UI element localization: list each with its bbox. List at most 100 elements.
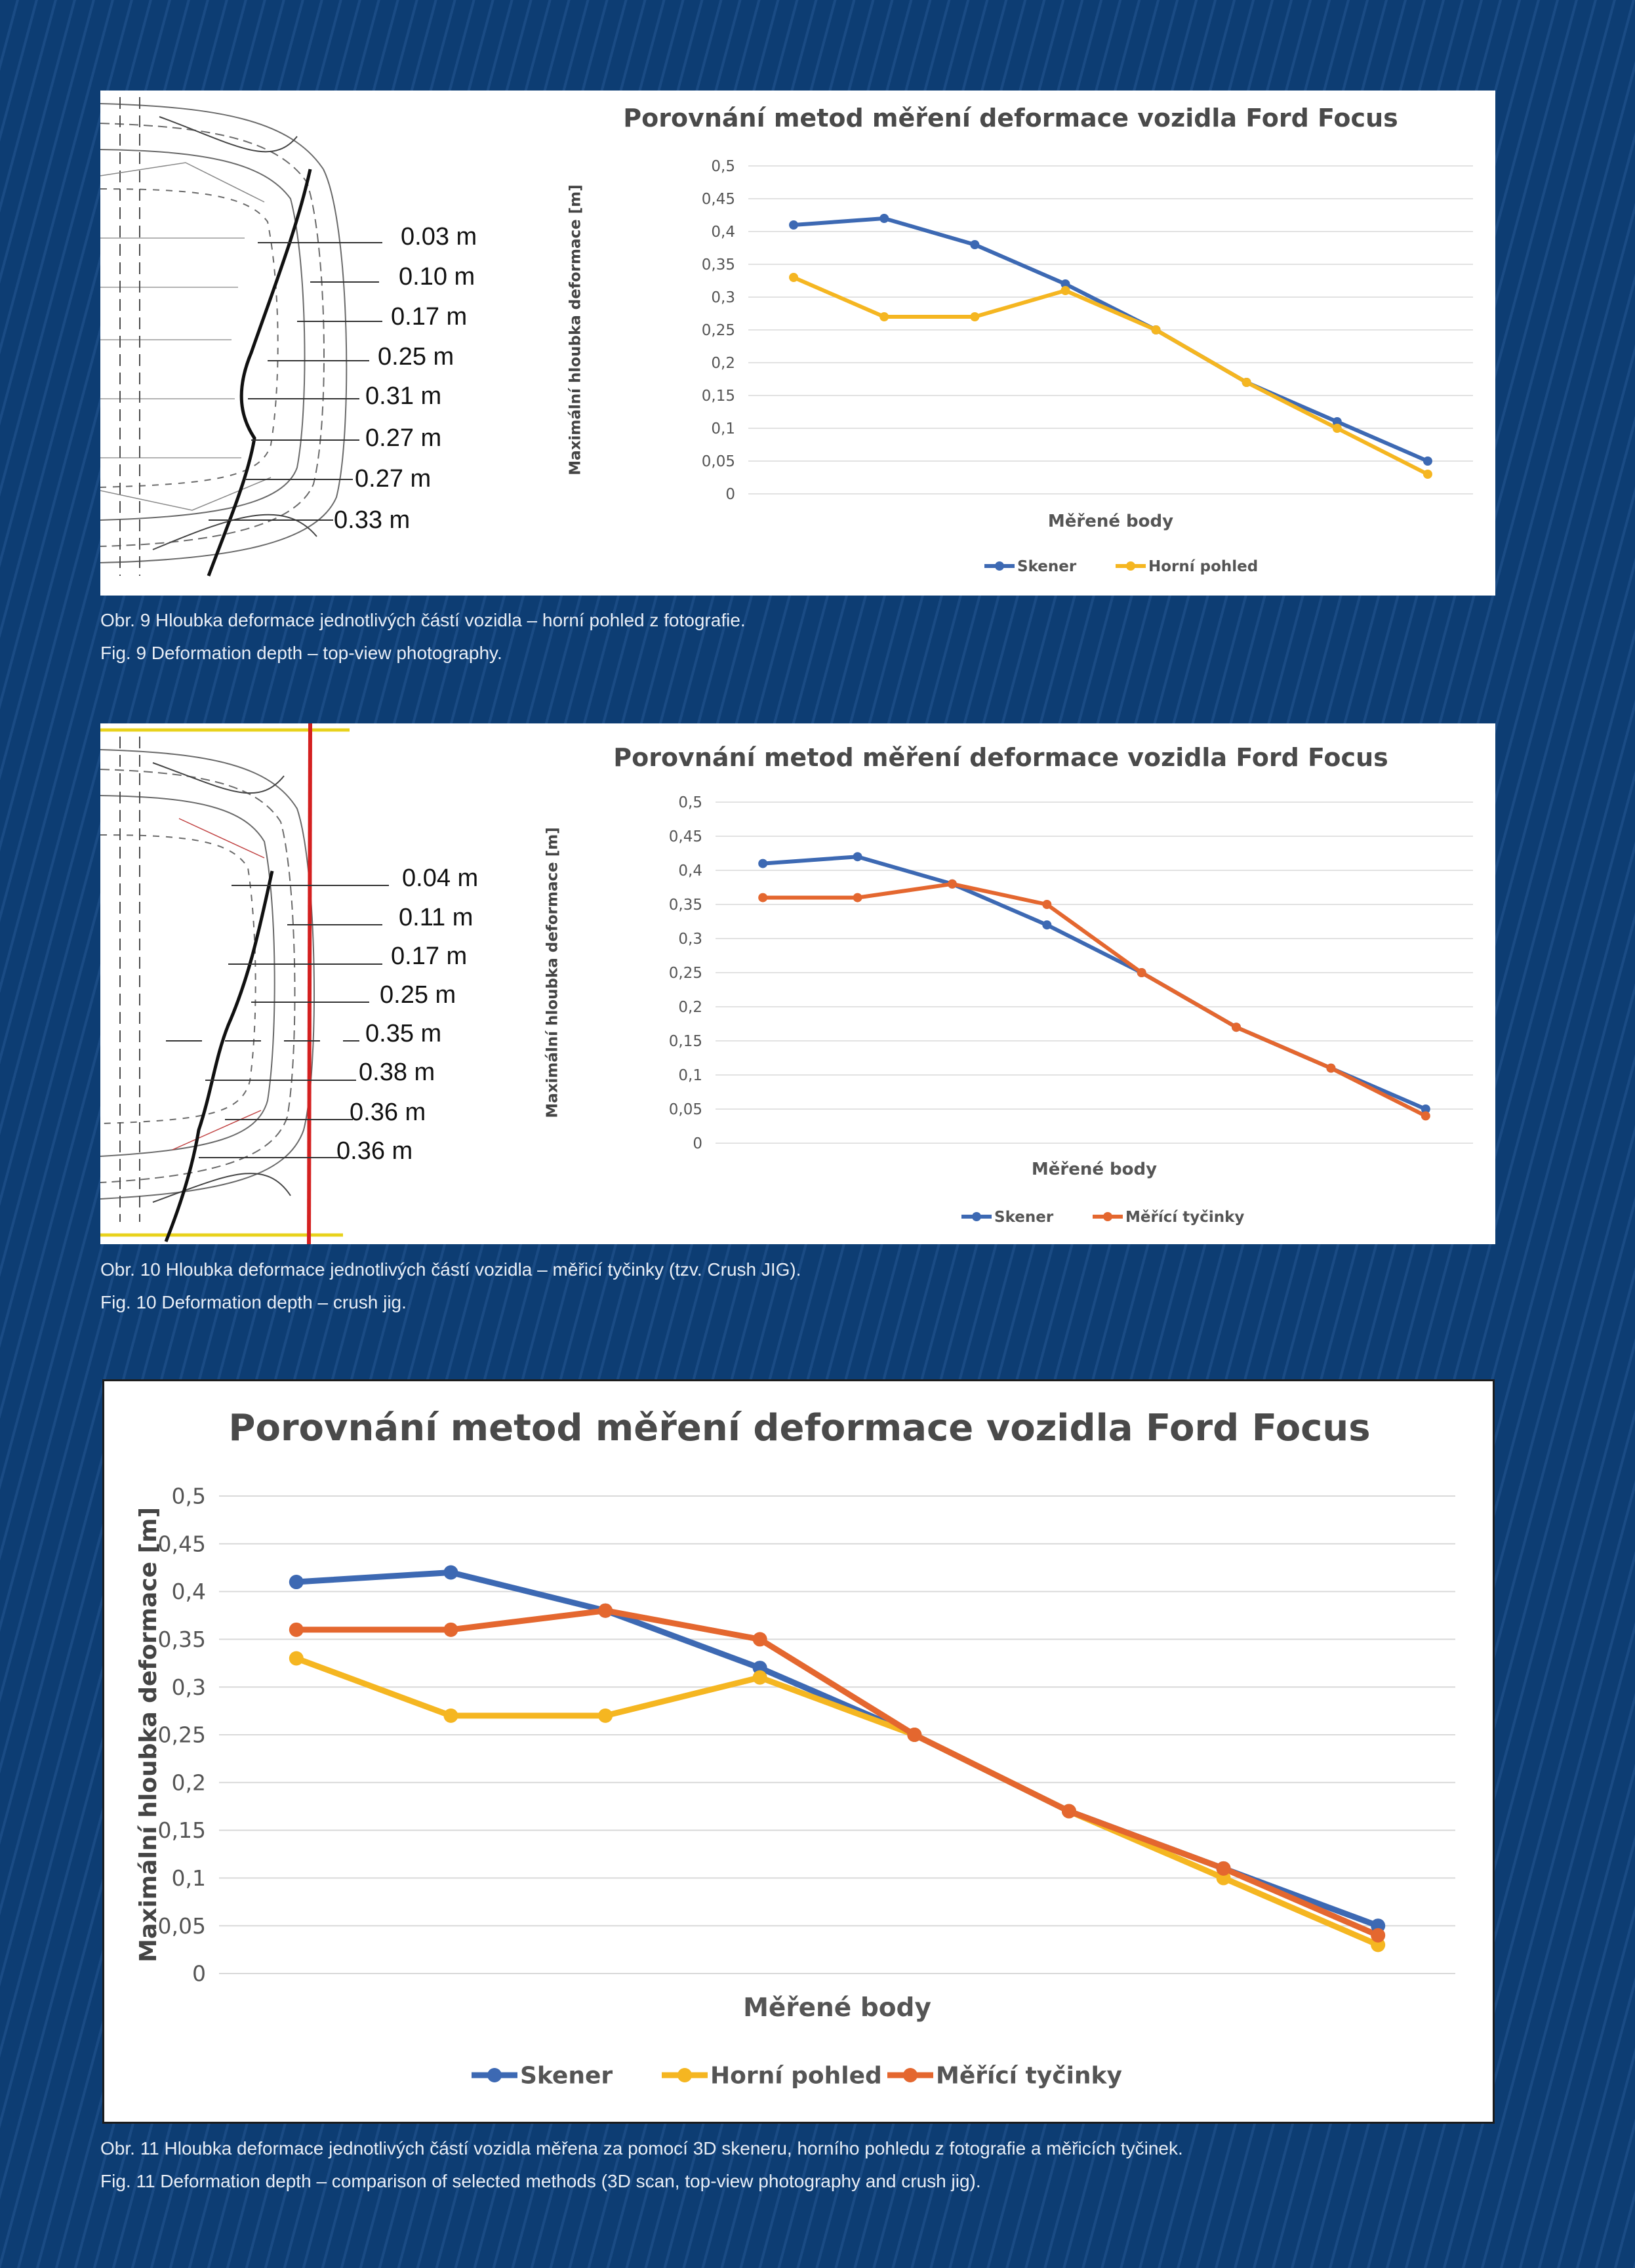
sketch-label: 0.27 m	[365, 424, 441, 452]
data-point	[598, 1708, 613, 1723]
data-point	[289, 1651, 304, 1666]
figure-9-caption-en: Fig. 9 Deformation depth – top-view phot…	[100, 643, 502, 663]
series-line	[792, 216, 1430, 463]
data-point	[289, 1575, 304, 1590]
figure-9-deformation-sketch: 0.03 m 0.10 m 0.17 m 0.25 m 0.31 m 0.27 …	[100, 97, 477, 577]
y-tick-label: 0,15	[702, 388, 735, 405]
y-tick-label: 0,45	[669, 828, 702, 845]
sketch-label: 0.25 m	[378, 343, 454, 371]
data-point	[1060, 286, 1070, 295]
figure-10-caption-cz: Obr. 10 Hloubka deformace jednotlivých č…	[100, 1259, 801, 1280]
y-tick-label: 0,05	[158, 1913, 206, 1939]
data-point	[853, 893, 862, 902]
figure-11-chart: Porovnání metod měření deformace vozidla…	[135, 1407, 1455, 2090]
y-tick-label: 0,05	[669, 1101, 702, 1118]
figure-11-caption-en: Fig. 11 Deformation depth – comparison o…	[100, 2171, 981, 2191]
sketch-label: 0.31 m	[365, 382, 441, 410]
y-tick-label: 0,05	[702, 453, 735, 470]
data-point	[289, 1622, 304, 1637]
y-tick-label: 0,5	[711, 158, 735, 175]
data-point	[947, 879, 957, 889]
legend-swatch-marker	[1103, 1212, 1112, 1221]
data-point	[907, 1728, 922, 1742]
figure-9-caption-cz: Obr. 9 Hloubka deformace jednotlivých čá…	[100, 610, 746, 630]
data-point	[1216, 1861, 1231, 1876]
data-point	[1421, 1111, 1430, 1121]
y-tick-label: 0	[725, 486, 735, 503]
y-axis-label: Maximální hloubka deformace [m]	[567, 184, 584, 475]
data-point	[1241, 378, 1251, 387]
data-point	[1061, 1804, 1076, 1819]
y-tick-label: 0,3	[711, 289, 735, 306]
data-point	[1151, 325, 1161, 334]
y-tick-label: 0,5	[678, 794, 702, 811]
chart-title: Porovnání metod měření deformace vozidla…	[228, 1407, 1370, 1449]
data-point	[1060, 279, 1070, 289]
data-point	[789, 273, 799, 282]
figure-10-caption-en: Fig. 10 Deformation depth – crush jig.	[100, 1292, 407, 1312]
data-point	[1332, 424, 1342, 433]
data-point	[1232, 1023, 1241, 1032]
legend-label: Skener	[1017, 558, 1077, 575]
legend-label: Horní pohled	[710, 2063, 882, 2090]
sketch-label: 0.25 m	[380, 981, 456, 1009]
sketch-label: 0.33 m	[334, 506, 410, 534]
y-tick-label: 0,4	[711, 224, 735, 241]
figure-10-panel: 0.04 m 0.11 m 0.17 m 0.25 m 0.35 m 0.38 …	[100, 723, 1495, 1244]
sketch-label: 0.36 m	[350, 1099, 426, 1126]
y-tick-label: 0	[192, 1961, 206, 1987]
y-tick-label: 0,25	[158, 1722, 206, 1748]
sketch-label: 0.04 m	[402, 864, 478, 892]
data-point	[1421, 1104, 1430, 1114]
data-point	[970, 312, 980, 321]
y-tick-label: 0,4	[678, 862, 702, 880]
sketch-label: 0.17 m	[391, 303, 467, 331]
y-tick-label: 0,1	[678, 1067, 702, 1084]
data-point	[752, 1632, 767, 1647]
y-tick-label: 0,3	[678, 931, 702, 948]
y-tick-label: 0,25	[702, 322, 735, 339]
y-tick-label: 0,45	[702, 191, 735, 208]
data-point	[598, 1603, 613, 1618]
data-point	[752, 1670, 767, 1685]
y-tick-label: 0,2	[172, 1770, 206, 1795]
series-line	[293, 1608, 1381, 1939]
figure-9-chart: Porovnání metod měření deformace vozidla…	[567, 104, 1473, 575]
sketch-label: 0.11 m	[399, 904, 473, 931]
legend-swatch-marker	[487, 2068, 502, 2082]
figure-10-deformation-sketch: 0.04 m 0.11 m 0.17 m 0.25 m 0.35 m 0.38 …	[100, 723, 478, 1244]
y-axis-label: Maximální hloubka deformace [m]	[544, 827, 561, 1118]
data-point	[443, 1622, 458, 1637]
data-point	[1042, 900, 1052, 909]
legend-swatch-marker	[972, 1212, 981, 1221]
data-point	[789, 220, 799, 230]
x-axis-label: Měřené body	[743, 1993, 931, 2023]
y-tick-label: 0,1	[172, 1865, 206, 1891]
data-point	[1332, 417, 1342, 426]
data-point	[443, 1708, 458, 1723]
data-point	[758, 893, 768, 902]
sketch-label: 0.35 m	[365, 1020, 441, 1047]
y-tick-label: 0,2	[711, 355, 735, 372]
legend-label: Skener	[520, 2063, 613, 2090]
y-tick-label: 0,45	[158, 1531, 206, 1556]
series-line	[761, 855, 1428, 1111]
legend-label: Horní pohled	[1148, 558, 1258, 575]
y-tick-label: 0,35	[702, 256, 735, 273]
legend-swatch-marker	[995, 561, 1004, 571]
y-tick-label: 0,35	[158, 1627, 206, 1652]
legend-label: Skener	[994, 1209, 1054, 1226]
y-tick-label: 0	[693, 1135, 702, 1152]
series-line	[792, 275, 1430, 476]
legend-label: Měřící tyčinky	[936, 2063, 1122, 2090]
x-axis-label: Měřené body	[1048, 512, 1173, 531]
legend-swatch-marker	[677, 2068, 692, 2082]
y-tick-label: 0,35	[669, 897, 702, 914]
y-tick-label: 0,1	[711, 420, 735, 437]
data-point	[1326, 1063, 1336, 1073]
y-tick-label: 0,4	[172, 1579, 206, 1604]
data-point	[1137, 968, 1146, 977]
sketch-label: 0.03 m	[401, 223, 477, 251]
data-point	[970, 240, 980, 249]
data-point	[443, 1565, 458, 1580]
